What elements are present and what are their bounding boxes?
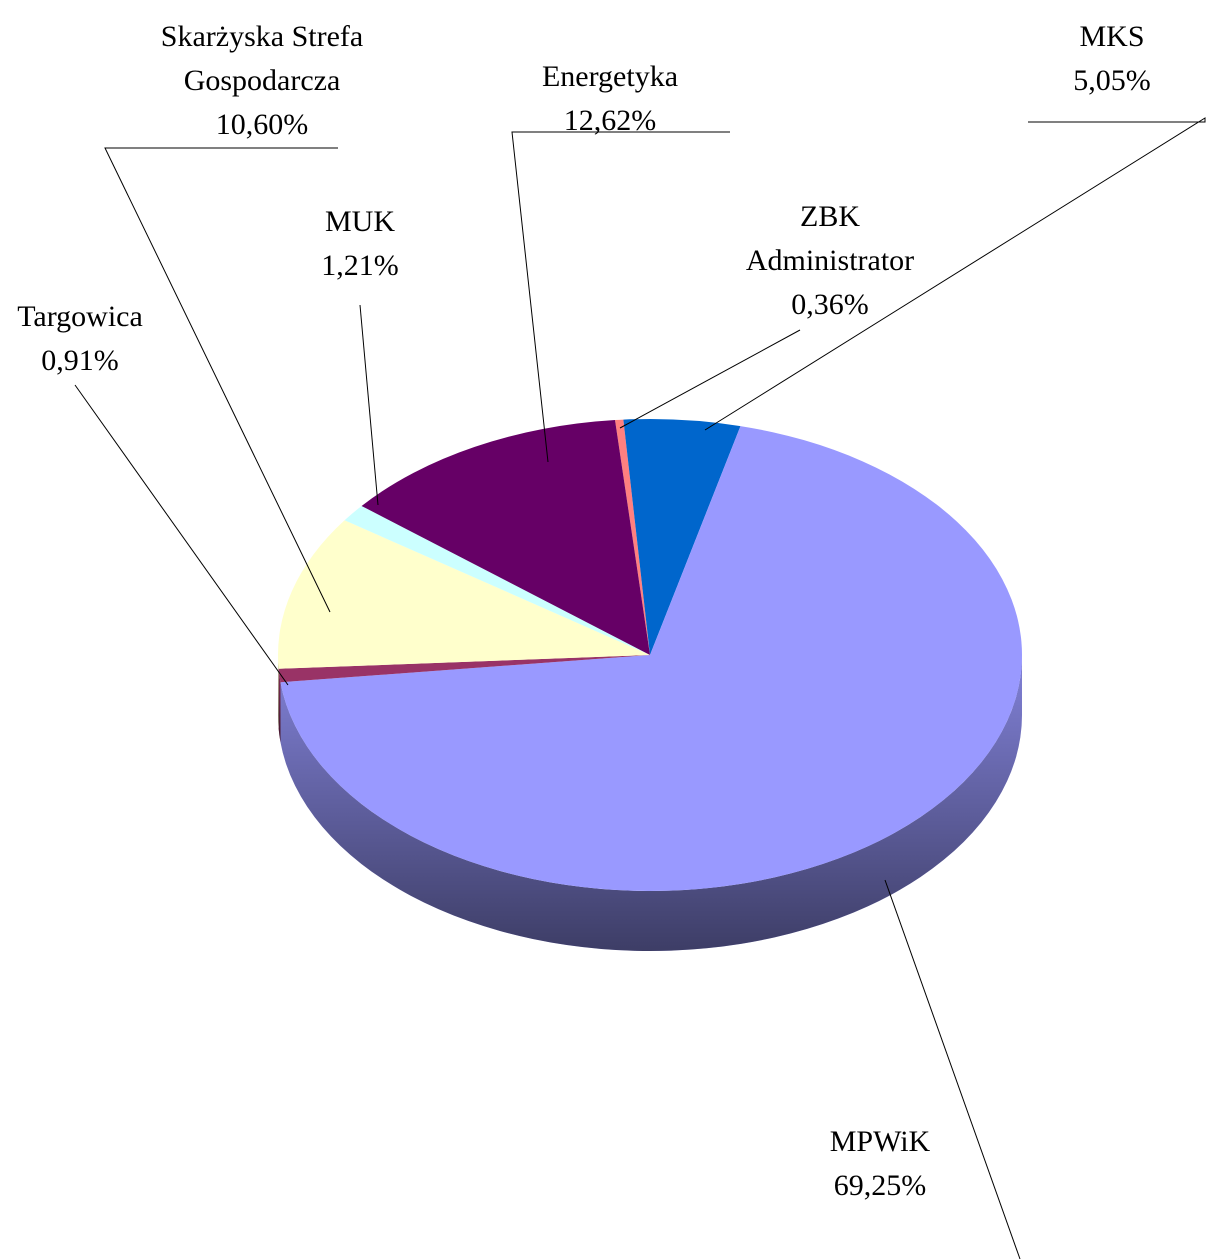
value-label: 69,25% xyxy=(833,1169,927,1202)
slice-label: ZBK Administrator 0,36% xyxy=(720,195,940,327)
category-name: MPWiK xyxy=(829,1125,931,1158)
category-name: ZBK Administrator xyxy=(745,200,915,277)
category-name: MUK xyxy=(324,205,395,238)
leader-line xyxy=(359,304,379,506)
leader-line xyxy=(74,384,289,686)
category-name: Targowica xyxy=(17,300,143,333)
slice-side-shade xyxy=(280,655,1022,951)
slice-label: MUK 1,21% xyxy=(300,200,420,288)
slice xyxy=(278,655,650,683)
category-name: Skarżyska Strefa Gospodarcza xyxy=(160,20,364,97)
value-label: 0,36% xyxy=(791,288,869,321)
leader-line xyxy=(619,329,801,429)
value-label: 1,21% xyxy=(321,249,399,282)
slice-label: MPWiK 69,25% xyxy=(790,1120,970,1208)
value-label: 12,62% xyxy=(563,104,657,137)
value-label: 10,60% xyxy=(215,108,309,141)
slice xyxy=(623,419,741,655)
slice xyxy=(278,520,650,669)
slice xyxy=(361,420,650,655)
slice-label: MKS 5,05% xyxy=(1032,15,1192,103)
leader-line xyxy=(104,147,338,613)
slice-side-shade xyxy=(278,655,279,729)
category-name: MKS xyxy=(1079,20,1145,53)
slice xyxy=(280,426,1023,892)
slice xyxy=(344,505,650,655)
slice-side-shade xyxy=(278,668,281,743)
category-name: Energetyka xyxy=(541,60,679,93)
slice xyxy=(614,419,650,655)
leader-line xyxy=(511,131,730,463)
leader-line xyxy=(884,879,1021,1259)
value-label: 5,05% xyxy=(1073,64,1151,97)
leader-line xyxy=(704,117,1206,431)
slice-label: Targowica 0,91% xyxy=(0,295,165,383)
slice-label: Skarżyska Strefa Gospodarcza 10,60% xyxy=(122,15,402,147)
slice-label: Energetyka 12,62% xyxy=(510,55,710,143)
value-label: 0,91% xyxy=(41,344,119,377)
